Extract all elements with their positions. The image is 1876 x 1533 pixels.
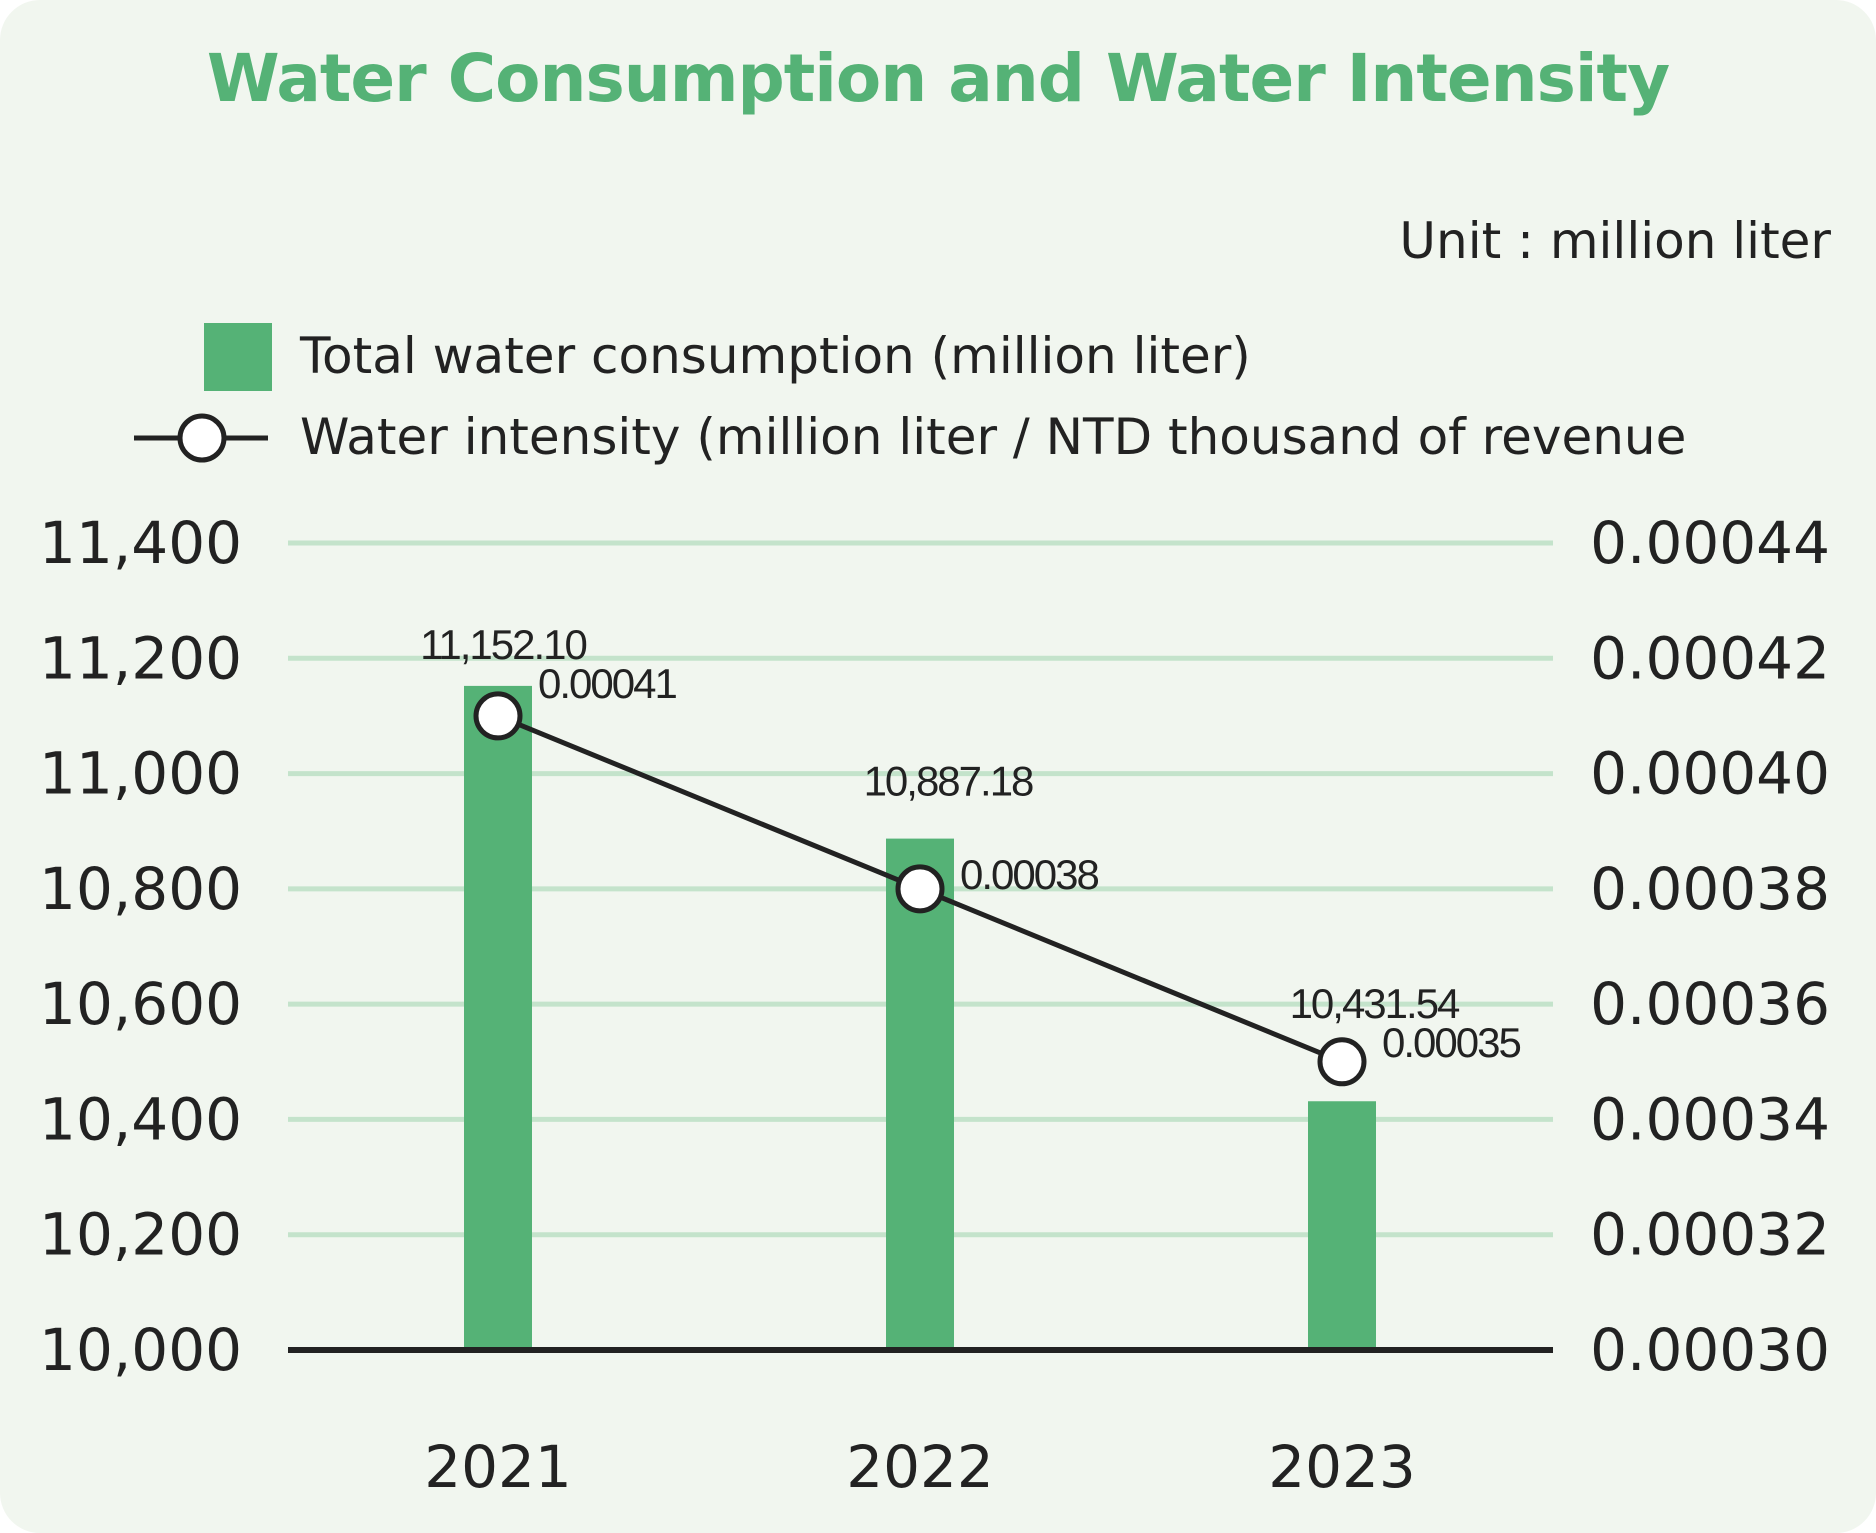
y-right-tick-label: 0.00042 bbox=[1590, 624, 1830, 692]
x-tick-label: 2021 bbox=[424, 1433, 572, 1501]
y-left-tick-label: 10,600 bbox=[39, 970, 242, 1038]
bar bbox=[464, 685, 532, 1350]
y-right-tick-label: 0.00038 bbox=[1590, 855, 1830, 923]
legend-label-consumption: Total water consumption (million liter) bbox=[300, 327, 1251, 385]
unit-label: Unit : million liter bbox=[1399, 212, 1831, 270]
y-right-tick-label: 0.00044 bbox=[1590, 509, 1830, 577]
intensity-value-label: 0.00041 bbox=[538, 660, 676, 707]
y-left-tick-label: 10,400 bbox=[39, 1085, 242, 1153]
legend-label-intensity: Water intensity (million liter / NTD tho… bbox=[300, 408, 1687, 466]
y-right-tick-label: 0.00036 bbox=[1590, 970, 1830, 1038]
x-tick-label: 2022 bbox=[846, 1433, 994, 1501]
y-left-tick-label: 11,400 bbox=[39, 509, 242, 577]
y-right-tick-label: 0.00032 bbox=[1590, 1201, 1830, 1269]
intensity-point bbox=[895, 864, 945, 914]
intensity-point bbox=[473, 691, 523, 741]
bar-value-label: 10,431.54 bbox=[1290, 980, 1460, 1027]
y-left-tick-label: 10,200 bbox=[39, 1201, 242, 1269]
y-left-tick-label: 11,000 bbox=[39, 740, 242, 808]
bar bbox=[1308, 1101, 1376, 1350]
y-right-tick-label: 0.00040 bbox=[1590, 740, 1830, 808]
y-left-tick-label: 10,000 bbox=[39, 1316, 242, 1384]
y-left-tick-label: 11,200 bbox=[39, 624, 242, 692]
y-right-tick-label: 0.00034 bbox=[1590, 1085, 1830, 1153]
legend-line-swatch bbox=[134, 413, 268, 463]
legend-bar-swatch bbox=[204, 323, 272, 391]
x-tick-label: 2023 bbox=[1268, 1433, 1416, 1501]
y-left-tick-label: 10,800 bbox=[39, 855, 242, 923]
intensity-point bbox=[1317, 1037, 1367, 1087]
bar bbox=[886, 838, 954, 1350]
y-right-tick-label: 0.00030 bbox=[1590, 1316, 1830, 1384]
bar-value-label: 11,152.10 bbox=[420, 621, 586, 668]
bar-value-label: 10,887.18 bbox=[864, 758, 1033, 805]
intensity-value-label: 0.00035 bbox=[1382, 1019, 1520, 1066]
intensity-value-label: 0.00038 bbox=[960, 851, 1098, 898]
chart-title: Water Consumption and Water Intensity bbox=[206, 40, 1670, 117]
